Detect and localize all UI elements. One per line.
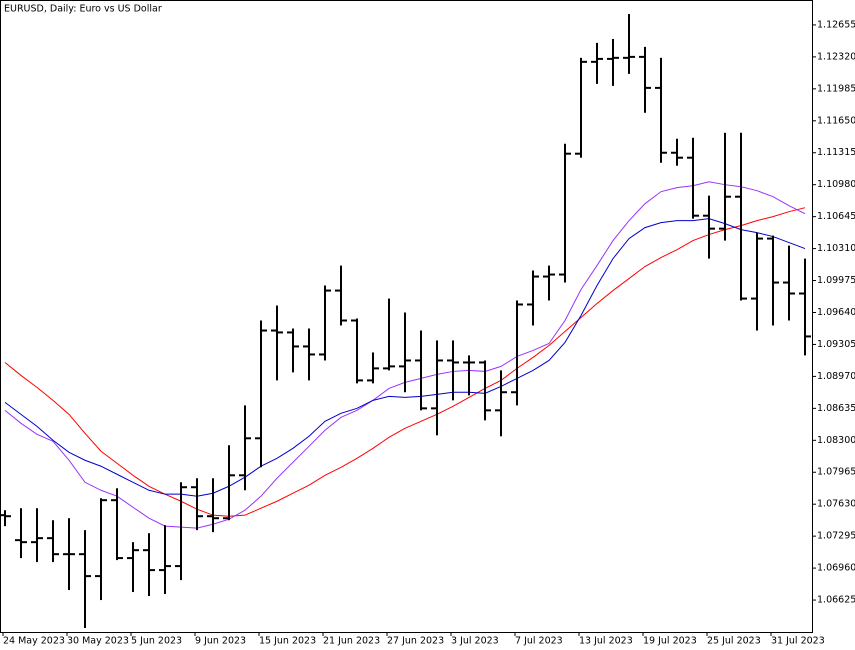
y-tick-label: 1.11650 bbox=[817, 115, 855, 126]
y-tick-label: 1.07965 bbox=[817, 467, 855, 478]
x-tick-label: 31 Jul 2023 bbox=[771, 636, 825, 647]
x-tick-label: 25 Jul 2023 bbox=[707, 636, 761, 647]
y-tick-label: 1.06960 bbox=[817, 563, 855, 574]
y-tick-label: 1.08300 bbox=[817, 435, 855, 446]
x-tick-label: 9 Jun 2023 bbox=[195, 636, 246, 647]
chart-title: EURUSD, Daily: Euro vs US Dollar bbox=[4, 4, 162, 15]
x-tick-label: 30 May 2023 bbox=[67, 636, 129, 647]
y-tick-label: 1.07630 bbox=[817, 499, 855, 510]
y-tick-label: 1.08635 bbox=[817, 403, 855, 414]
y-tick-label: 1.12655 bbox=[817, 19, 855, 30]
y-tick-label: 1.10645 bbox=[817, 211, 855, 222]
y-tick-label: 1.09305 bbox=[817, 339, 855, 350]
x-tick-label: 5 Jun 2023 bbox=[131, 636, 182, 647]
y-tick-label: 1.09640 bbox=[817, 307, 855, 318]
x-tick-label: 19 Jul 2023 bbox=[643, 636, 697, 647]
y-tick-label: 1.06625 bbox=[817, 595, 855, 606]
x-tick-label: 24 May 2023 bbox=[3, 636, 65, 647]
indicator-line bbox=[4, 218, 806, 497]
y-tick-label: 1.07295 bbox=[817, 531, 855, 542]
y-tick-label: 1.11985 bbox=[817, 83, 855, 94]
plot-frame bbox=[0, 0, 813, 633]
x-tick-label: 3 Jul 2023 bbox=[451, 636, 499, 647]
x-tick-label: 13 Jul 2023 bbox=[579, 636, 633, 647]
x-tick-label: 7 Jul 2023 bbox=[515, 636, 563, 647]
x-tick-label: 21 Jun 2023 bbox=[323, 636, 380, 647]
x-tick-label: 27 Jun 2023 bbox=[387, 636, 444, 647]
y-tick-label: 1.10980 bbox=[817, 179, 855, 190]
y-tick-label: 1.09975 bbox=[817, 275, 855, 286]
y-tick-label: 1.11315 bbox=[817, 147, 855, 158]
y-tick-label: 1.12320 bbox=[817, 51, 855, 62]
y-tick-label: 1.10310 bbox=[817, 243, 855, 254]
y-tick-label: 1.08970 bbox=[817, 371, 855, 382]
x-tick-label: 15 Jun 2023 bbox=[259, 636, 316, 647]
indicator-line bbox=[4, 207, 806, 517]
